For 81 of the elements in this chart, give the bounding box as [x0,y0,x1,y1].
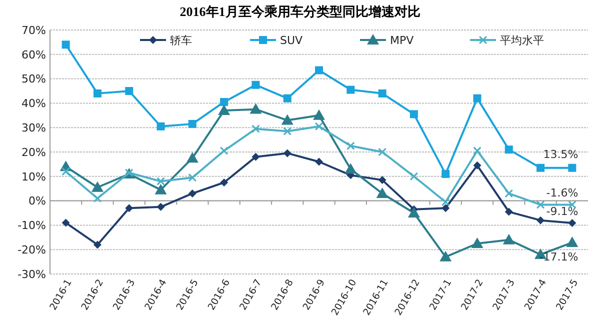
point [504,208,513,216]
y-tick-label: 10% [22,170,46,184]
point [315,66,323,74]
point [536,164,545,172]
point [252,152,260,161]
point [442,204,450,212]
y-tick-label: 50% [22,72,46,86]
point [188,189,196,198]
data-label: -1.6% [546,186,578,200]
chart-title: 2016年1月至今乘用车分类型同比增速对比 [180,4,420,19]
legend-label: MPV [390,34,414,47]
point [125,87,134,95]
point [91,181,104,192]
legend-label: 平均水平 [500,34,544,47]
point [62,40,70,49]
point [376,187,388,198]
point [442,198,450,206]
y-tick-label: 0% [28,194,46,208]
point [473,146,482,155]
point [378,176,386,184]
point [315,122,323,130]
y-tick-label: 20% [22,146,46,159]
point [410,110,418,118]
point [504,189,513,198]
y-tick-label: -30% [18,268,46,281]
point [156,202,165,211]
point [408,207,420,218]
point [440,250,452,262]
point [281,114,294,125]
point [220,178,228,186]
point [473,161,482,170]
point [410,172,418,180]
point [378,148,386,156]
point [344,163,357,174]
point [378,89,386,98]
data-label: 13.5% [543,148,578,161]
y-tick-label: 40% [22,97,46,110]
data-label: -9.1% [546,205,578,218]
point [566,236,578,248]
point [442,170,450,178]
point [568,219,576,228]
point [504,146,513,154]
point [220,146,228,155]
point [473,94,482,102]
point [252,80,260,89]
y-tick-label: -20% [18,243,46,256]
y-tick-label: 30% [22,121,46,134]
point [536,216,545,224]
point [125,204,134,212]
legend-label: SUV [280,34,304,47]
point [502,234,515,244]
point [313,109,325,120]
point [156,177,165,186]
point [536,200,545,209]
point [62,168,70,176]
point [283,94,292,102]
point [218,104,230,116]
point [188,120,196,128]
point [186,152,198,163]
point [156,122,165,130]
y-tick-label: 60% [22,48,46,62]
point [283,127,292,136]
point [220,98,228,106]
point [471,238,484,248]
point [93,89,102,98]
point [283,149,292,158]
point [346,86,355,94]
point [252,124,260,133]
point [93,240,102,249]
legend-label: 轿车 [170,34,192,47]
point [154,184,167,194]
y-tick-label: 70% [22,24,46,37]
point [346,142,355,150]
data-label: -17.1% [539,250,578,264]
point [93,194,102,202]
y-tick-label: -10% [18,219,46,232]
point [568,164,576,172]
point [188,174,196,182]
point [315,158,323,166]
point [62,218,70,227]
point [250,103,262,114]
